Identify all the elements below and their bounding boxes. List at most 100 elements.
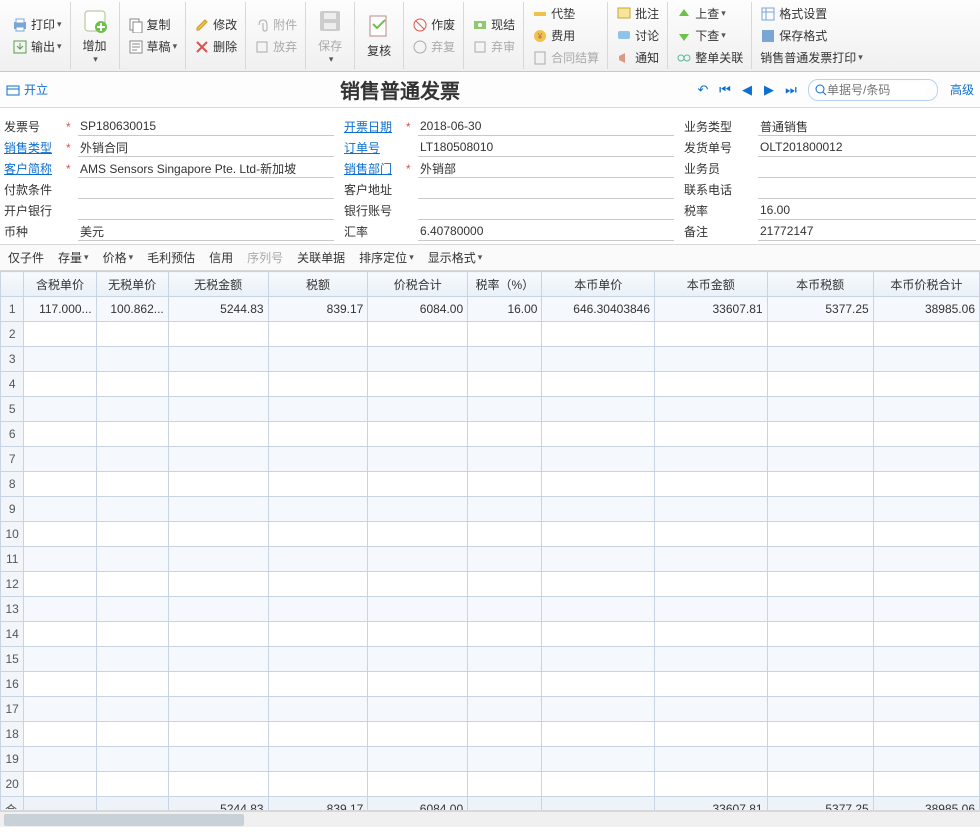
grid-cell[interactable] (268, 547, 368, 572)
grid-cell[interactable] (542, 697, 655, 722)
grid-cell[interactable] (655, 447, 768, 472)
grid-cell[interactable] (368, 747, 468, 772)
grid-cell[interactable] (873, 722, 979, 747)
grid-cell[interactable] (767, 622, 873, 647)
grid-cell[interactable] (368, 722, 468, 747)
grid-cell[interactable] (542, 397, 655, 422)
cash-button[interactable]: 现结 (468, 14, 519, 36)
grid-cell[interactable] (655, 322, 768, 347)
add-button[interactable]: 增加▾ (75, 6, 115, 66)
grid-cell[interactable] (873, 597, 979, 622)
sales-dept-field[interactable]: 外销部 (418, 160, 674, 178)
grid-cell[interactable] (268, 322, 368, 347)
grid-cell[interactable] (767, 697, 873, 722)
grid-cell[interactable] (468, 697, 542, 722)
grid-cell[interactable] (96, 697, 168, 722)
exrate-field[interactable]: 6.40780000 (418, 223, 674, 241)
grid-cell[interactable] (655, 497, 768, 522)
discuss-button[interactable]: 讨论 (612, 25, 663, 47)
grid-cell[interactable] (24, 497, 96, 522)
grid-cell[interactable] (268, 697, 368, 722)
table-row[interactable]: 5 (1, 397, 980, 422)
abandon-save-button[interactable]: 放弃 (250, 36, 301, 58)
grid-cell[interactable] (542, 372, 655, 397)
related-doc-button[interactable]: 关联单据 (297, 249, 345, 266)
grid-cell[interactable] (542, 347, 655, 372)
remark-field[interactable]: 21772147 (758, 223, 976, 241)
grid-cell[interactable] (368, 597, 468, 622)
grid-cell[interactable] (468, 722, 542, 747)
grid-cell[interactable] (168, 522, 268, 547)
check-up-button[interactable]: 上查▾ (672, 3, 747, 25)
copy-button[interactable]: 复制 (124, 14, 182, 36)
search-input[interactable] (827, 83, 927, 97)
grid-cell[interactable] (468, 647, 542, 672)
grid-cell[interactable] (168, 772, 268, 797)
date-field[interactable]: 2018-06-30 (418, 118, 674, 136)
table-row[interactable]: 1117.000...100.862...5244.83839.176084.0… (1, 297, 980, 322)
grid-cell[interactable] (873, 447, 979, 472)
grid-cell[interactable] (767, 597, 873, 622)
grid-cell[interactable] (168, 397, 268, 422)
grid-cell[interactable]: 5377.25 (767, 297, 873, 322)
grid-cell[interactable] (542, 597, 655, 622)
table-row[interactable]: 15 (1, 647, 980, 672)
grid-cell[interactable] (268, 747, 368, 772)
grid-cell[interactable] (368, 772, 468, 797)
grid-cell[interactable] (268, 772, 368, 797)
grid-cell[interactable] (168, 622, 268, 647)
grid-cell[interactable] (368, 547, 468, 572)
grid-cell[interactable] (655, 522, 768, 547)
table-row[interactable]: 12 (1, 572, 980, 597)
contract-settle-button[interactable]: 合同结算 (528, 47, 603, 69)
cust-abbr-field[interactable]: AMS Sensors Singapore Pte. Ltd-新加坡 (78, 160, 334, 178)
grid-cell[interactable] (96, 547, 168, 572)
grid-cell[interactable] (468, 497, 542, 522)
grid-cell[interactable] (655, 597, 768, 622)
grid-cell[interactable] (655, 397, 768, 422)
grid-cell[interactable] (24, 322, 96, 347)
table-row[interactable]: 7 (1, 447, 980, 472)
grid-cell[interactable] (96, 372, 168, 397)
grid-cell[interactable] (168, 747, 268, 772)
grid-cell[interactable] (468, 522, 542, 547)
sales-person-field[interactable] (758, 160, 976, 178)
modify-button[interactable]: 修改 (190, 14, 241, 36)
grid-cell[interactable] (96, 572, 168, 597)
grid-cell[interactable] (24, 697, 96, 722)
grid-cell[interactable] (368, 572, 468, 597)
grid-cell[interactable] (468, 672, 542, 697)
grid-cell[interactable] (268, 722, 368, 747)
nav-first-button[interactable]: ⏮ (716, 81, 734, 99)
grid-cell[interactable] (24, 372, 96, 397)
grid-cell[interactable] (767, 472, 873, 497)
column-header[interactable]: 无税金额 (168, 272, 268, 297)
grid-cell[interactable]: 6084.00 (368, 297, 468, 322)
grid-cell[interactable] (268, 522, 368, 547)
table-row[interactable]: 16 (1, 672, 980, 697)
column-header[interactable]: 税率（%） (468, 272, 542, 297)
table-row[interactable]: 14 (1, 622, 980, 647)
grid-cell[interactable] (96, 772, 168, 797)
grid-cell[interactable] (767, 497, 873, 522)
grid-cell[interactable] (767, 422, 873, 447)
grid-cell[interactable] (168, 597, 268, 622)
grid-cell[interactable] (873, 572, 979, 597)
grid-cell[interactable] (368, 522, 468, 547)
print-button[interactable]: 打印▾ (8, 14, 66, 36)
sale-type-field[interactable]: 外销合同 (78, 139, 334, 157)
discard-recheck-button[interactable]: 弃复 (408, 36, 459, 58)
grid-cell[interactable] (873, 697, 979, 722)
grid-cell[interactable] (468, 422, 542, 447)
grid-cell[interactable] (873, 547, 979, 572)
grid-cell[interactable] (873, 647, 979, 672)
grid-cell[interactable] (168, 547, 268, 572)
grid-cell[interactable] (268, 447, 368, 472)
grid-cell[interactable] (767, 772, 873, 797)
table-row[interactable]: 2 (1, 322, 980, 347)
only-sub-button[interactable]: 仅子件 (8, 249, 44, 266)
grid-cell[interactable] (96, 597, 168, 622)
grid-cell[interactable] (655, 647, 768, 672)
delete-button[interactable]: 删除 (190, 36, 241, 58)
grid-cell[interactable] (655, 547, 768, 572)
